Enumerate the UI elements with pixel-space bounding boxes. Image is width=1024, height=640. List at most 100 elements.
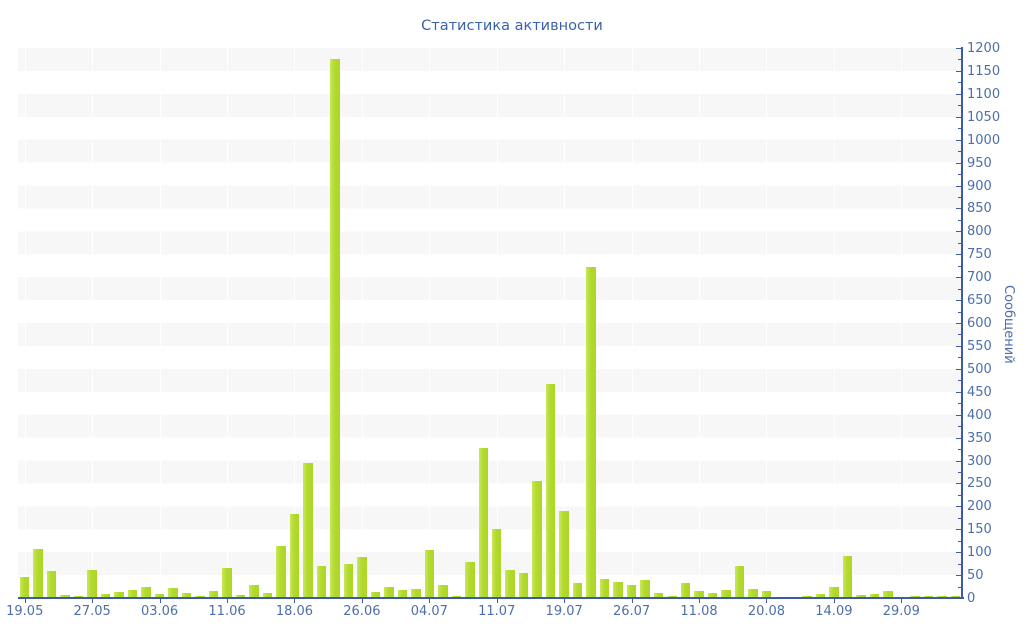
y-tick-label: 50 [967,568,984,584]
bar[interactable] [613,582,623,598]
bar[interactable] [424,549,435,598]
bar[interactable] [195,595,205,598]
bar[interactable] [411,588,421,598]
bar[interactable] [235,594,246,598]
bar[interactable] [869,594,880,598]
bar[interactable] [667,595,677,598]
bar[interactable] [316,565,327,598]
y-minor-tick [958,586,961,588]
bar[interactable] [680,583,691,598]
y-minor-tick [958,357,961,359]
bar[interactable] [694,590,704,598]
y-minor-tick [958,334,961,336]
bar[interactable] [842,555,853,598]
bar[interactable] [384,586,394,598]
y-major-tick [956,48,961,49]
y-axis-title: Сообщений [1001,285,1016,364]
y-minor-tick [958,196,961,198]
bar[interactable] [599,578,610,598]
bar[interactable] [127,590,138,598]
bar[interactable] [491,529,502,598]
bar[interactable] [883,590,893,598]
y-tick-label: 1200 [967,41,1001,56]
y-major-tick [956,575,961,577]
y-major-tick [956,185,961,187]
y-minor-tick [958,59,961,61]
bar[interactable] [370,591,381,598]
bar[interactable] [19,577,30,598]
bar[interactable] [761,591,772,598]
y-minor-tick [958,288,961,290]
bar[interactable] [222,567,232,598]
x-tick-label: 26.06 [343,604,381,619]
y-tick-label: 650 [967,293,992,309]
y-major-tick [956,552,961,554]
bar[interactable] [60,594,70,598]
bar[interactable] [505,570,515,598]
x-tick-label: 18.06 [275,604,314,619]
bar[interactable] [478,447,488,598]
y-axis-line [961,47,963,599]
bar[interactable] [33,549,43,598]
y-major-tick [956,93,961,95]
bar[interactable] [465,561,475,598]
bar[interactable] [46,570,57,598]
y-tick-label: 1150 [967,63,1001,79]
bar[interactable] [168,588,178,598]
bar[interactable] [438,585,448,598]
vertical-gridline [429,48,431,598]
bar[interactable] [343,564,354,598]
bar[interactable] [303,462,313,598]
bar[interactable] [114,592,124,598]
x-tick-label: 03.06 [140,604,179,619]
bar[interactable] [276,546,286,598]
x-tick-label: 04.07 [410,604,448,619]
bar[interactable] [73,595,84,598]
y-major-tick [956,414,961,416]
bar[interactable] [545,383,556,598]
y-minor-tick [958,563,961,565]
x-tick-label: 27.05 [73,604,111,619]
bar[interactable] [181,592,192,598]
bar[interactable] [640,579,650,598]
x-tick-label: 26.07 [612,604,651,619]
bar[interactable] [572,582,583,598]
bar[interactable] [154,593,165,598]
bar[interactable] [707,593,718,598]
y-major-tick [956,391,961,393]
bar[interactable] [559,510,569,598]
bar[interactable] [100,593,111,598]
bar[interactable] [802,595,812,598]
y-major-tick [956,277,961,279]
y-major-tick [956,323,961,324]
y-tick-label: 1050 [967,109,1001,125]
bar[interactable] [289,514,300,598]
bar[interactable] [626,585,637,598]
bar[interactable] [653,592,664,598]
y-minor-tick [958,403,961,405]
bar[interactable] [748,588,758,598]
vertical-gridline [294,48,296,598]
bar[interactable] [397,589,408,598]
bar[interactable] [330,59,340,598]
bar[interactable] [451,595,462,598]
bar[interactable] [734,565,745,598]
bar[interactable] [249,585,259,598]
bar[interactable] [721,589,731,598]
bar[interactable] [518,572,529,598]
bar[interactable] [856,594,866,598]
bar[interactable] [586,267,596,598]
bar[interactable] [815,594,826,598]
vertical-gridline [766,48,768,598]
y-tick-label: 700 [967,270,992,286]
bar[interactable] [208,591,219,598]
bar[interactable] [262,593,273,598]
y-minor-tick [958,494,961,496]
bar[interactable] [829,586,839,598]
x-tick [766,599,768,603]
bar[interactable] [141,587,151,598]
bar[interactable] [532,481,542,598]
bar[interactable] [357,557,367,598]
bar[interactable] [87,569,97,598]
vertical-gridline [631,48,633,598]
